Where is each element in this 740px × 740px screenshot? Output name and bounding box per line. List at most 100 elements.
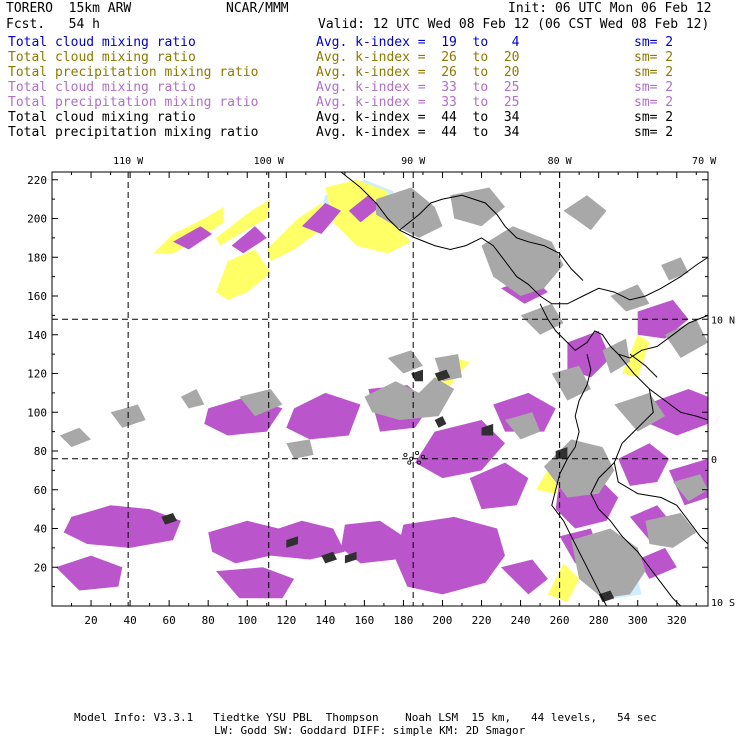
y-tick-label: 180 <box>27 251 47 264</box>
region-gray <box>239 389 283 417</box>
x-tick-label: 100 <box>237 614 257 627</box>
longitude-label: 70 W <box>692 156 717 167</box>
x-tick-label: 180 <box>393 614 413 627</box>
region-gray <box>376 187 443 238</box>
x-tick-label: 280 <box>589 614 609 627</box>
legend-field: Total precipitation mixing ratio <box>8 95 259 110</box>
region-gray <box>614 392 665 432</box>
valid-time: Valid: 12 UTC Wed 08 Feb 12 (06 CST Wed … <box>318 17 710 32</box>
forecast-hour: Fcst. 54 h <box>6 17 100 32</box>
legend-sm: sm= 2 <box>634 65 674 80</box>
region-purple <box>63 505 181 548</box>
region-dark <box>555 447 568 459</box>
region-purple <box>501 559 548 595</box>
x-tick-label: 160 <box>354 614 374 627</box>
region-dark <box>161 513 177 525</box>
legend-field: Total cloud mixing ratio <box>8 50 196 65</box>
region-gray <box>481 226 564 296</box>
x-tick-label: 220 <box>472 614 492 627</box>
region-purple <box>637 547 677 579</box>
region-gray <box>551 365 591 401</box>
physics-info: LW: Godd SW: Goddard DIFF: simple KM: 2D… <box>214 724 526 737</box>
x-tick-label: 320 <box>667 614 687 627</box>
region-gray <box>665 319 708 358</box>
coastline <box>340 172 708 305</box>
plot-frame <box>51 171 709 607</box>
island <box>407 460 412 465</box>
longitude-label: 80 W <box>548 156 573 167</box>
region-purple <box>567 330 611 378</box>
region-purple <box>618 443 669 486</box>
y-tick-label: 200 <box>27 213 47 226</box>
coastline <box>629 353 658 378</box>
region-purple <box>208 520 345 564</box>
y-tick-label: 100 <box>27 406 47 419</box>
legend-sm: sm= 2 <box>634 110 674 125</box>
region-yellow <box>216 199 271 246</box>
graticule <box>52 172 708 606</box>
region-yellow <box>325 179 412 254</box>
coastline <box>551 353 607 606</box>
legend-kindex: Avg. k-index = 19 to 4 <box>316 35 520 50</box>
legend-field: Total cloud mixing ratio <box>8 80 196 95</box>
latitude-label: 10 S <box>711 598 735 609</box>
x-tick-label: 40 <box>123 614 136 627</box>
region-yellow <box>547 563 580 603</box>
region-gray <box>571 528 646 599</box>
x-tick-label: 60 <box>163 614 176 627</box>
y-tick-label: 120 <box>27 368 47 381</box>
region-purple <box>231 226 267 254</box>
coastlines <box>340 172 708 606</box>
region-gray <box>364 377 455 420</box>
x-tick-label: 140 <box>315 614 335 627</box>
legend-kindex: Avg. k-index = 33 to 25 <box>316 80 520 95</box>
y-tick-label: 20 <box>34 561 47 574</box>
region-purple <box>348 195 380 223</box>
latitude-label: 10 N <box>711 315 735 326</box>
latitude-label: 0 <box>711 455 717 466</box>
center-name: NCAR/MMM <box>226 1 289 16</box>
x-tick-label: 260 <box>550 614 570 627</box>
y-tick-label: 140 <box>27 329 47 342</box>
island <box>415 450 420 455</box>
region-purple <box>286 392 361 440</box>
y-tick-label: 160 <box>27 290 47 303</box>
legend-sm: sm= 2 <box>634 50 674 65</box>
region-gray <box>505 412 541 440</box>
region-dark <box>286 536 298 548</box>
coastline <box>590 462 682 606</box>
region-gray <box>450 187 505 227</box>
region-purple <box>173 226 213 250</box>
region-gray <box>645 513 697 548</box>
region-yellow <box>216 249 271 300</box>
region-gray <box>672 474 708 502</box>
region-gray <box>180 389 205 409</box>
legend-sm: sm= 2 <box>634 35 674 50</box>
legend-sm: sm= 2 <box>634 125 674 140</box>
region-gray <box>387 350 423 374</box>
axes: 20 40 60 80 100 120 140 160 180 200 220 240 260 280 30… <box>27 156 735 627</box>
region-gray <box>610 284 650 312</box>
legend-kindex: Avg. k-index = 44 to 34 <box>316 125 520 140</box>
x-tick-label: 200 <box>433 614 453 627</box>
y-tick-label: 220 <box>27 174 47 187</box>
region-purple <box>55 555 123 591</box>
region-dark <box>434 416 447 428</box>
longitude-label: 100 W <box>254 156 285 167</box>
legend-field: Total precipitation mixing ratio <box>8 65 259 80</box>
region-gray <box>661 257 689 281</box>
legend-field: Total cloud mixing ratio <box>8 110 196 125</box>
region-dark <box>434 369 451 382</box>
region-gray <box>59 427 91 448</box>
region-yellow <box>266 203 326 262</box>
legend-kindex: Avg. k-index = 26 to 20 <box>316 65 520 80</box>
y-tick-label: 60 <box>34 484 47 497</box>
model-title: TORERO 15km ARW <box>6 1 132 16</box>
region-purple <box>216 567 295 599</box>
x-tick-label: 80 <box>202 614 215 627</box>
region-purple <box>301 203 341 234</box>
region-gray <box>563 195 607 231</box>
region-dark <box>321 551 337 564</box>
x-tick-label: 240 <box>511 614 531 627</box>
